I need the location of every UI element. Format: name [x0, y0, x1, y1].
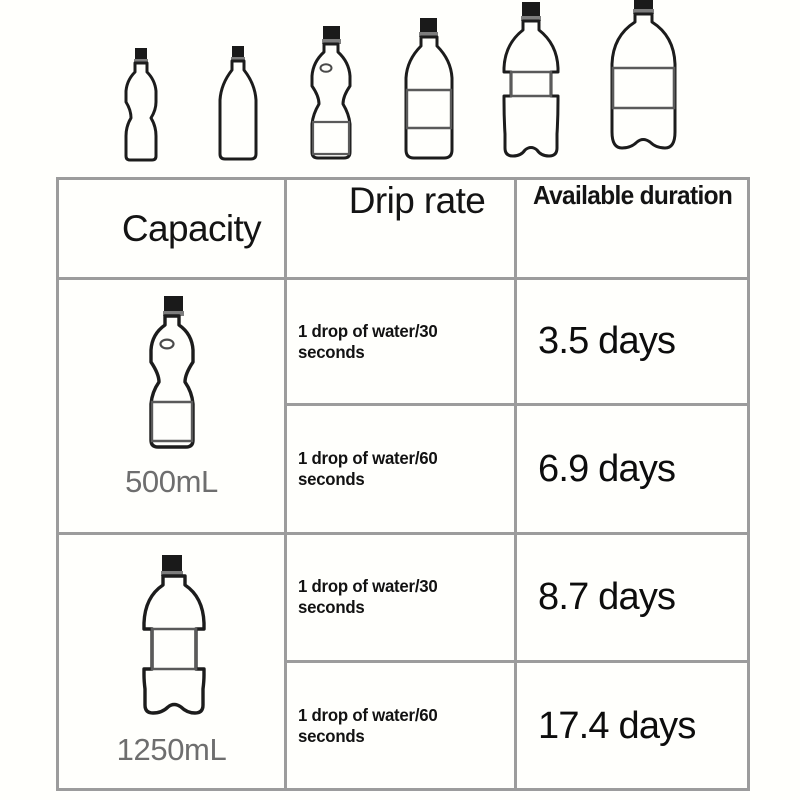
duration-cell: 8.7 days: [517, 535, 747, 663]
lineup-bottle-3-icon: [303, 24, 359, 164]
header-label-drip-rate: Drip rate: [348, 180, 486, 221]
table-row: 500mL 1 drop of water/30 seconds 1 drop …: [59, 280, 747, 535]
duration-text: 6.9 days: [538, 447, 676, 490]
drip-rate-text: 1 drop of water/30 seconds: [298, 320, 438, 362]
table-header-row: Capacity Drip rate Available duration: [59, 180, 747, 280]
drip-rate-text: 1 drop of water/60 seconds: [298, 448, 438, 489]
drip-rate-text: 1 drop of water/60 seconds: [298, 705, 438, 747]
duration-text: 3.5 days: [538, 320, 676, 362]
duration-column-1250: 8.7 days 17.4 days: [517, 535, 747, 790]
lineup-bottle-2-icon: [213, 42, 263, 164]
duration-cell: 3.5 days: [517, 280, 747, 406]
duration-text: 17.4 days: [538, 704, 696, 747]
bottle-500ml-icon: [141, 294, 203, 454]
header-cell-drip-rate: Drip rate: [287, 180, 517, 277]
capacity-label-1250: 1250mL: [116, 732, 227, 767]
header-cell-capacity: Capacity: [59, 180, 287, 277]
duration-text: 8.7 days: [538, 575, 676, 618]
drip-rate-cell: 1 drop of water/60 seconds: [287, 663, 514, 791]
drip-rate-column-500: 1 drop of water/30 seconds 1 drop of wat…: [287, 280, 517, 532]
header-label-capacity: Capacity: [121, 207, 262, 249]
lineup-bottle-4-icon: [398, 16, 460, 164]
header-cell-available-duration: Available duration: [517, 180, 747, 277]
capacity-cell-1250: 1250mL: [59, 535, 287, 790]
drip-rate-cell: 1 drop of water/60 seconds: [287, 406, 514, 532]
table-row: 1250mL 1 drop of water/30 seconds 1 drop…: [59, 535, 747, 790]
duration-column-500: 3.5 days 6.9 days: [517, 280, 747, 532]
drip-rate-text: 1 drop of water/30 seconds: [298, 576, 438, 618]
capacity-label-500: 500mL: [125, 464, 218, 499]
drip-rate-cell: 1 drop of water/30 seconds: [287, 280, 514, 406]
bottle-1250ml-icon: [133, 553, 211, 725]
specification-table: Capacity Drip rate Available duration 50…: [56, 177, 750, 791]
capacity-label-wrap-500: 500mL: [59, 464, 284, 500]
bottle-size-lineup: [0, 0, 800, 172]
capacity-cell-500: 500mL: [59, 280, 287, 532]
duration-cell: 6.9 days: [517, 406, 747, 532]
header-label-available-duration: Available duration: [533, 180, 733, 210]
lineup-bottle-1-icon: [118, 46, 164, 164]
drip-rate-cell: 1 drop of water/30 seconds: [287, 535, 514, 663]
capacity-label-wrap-1250: 1250mL: [59, 732, 284, 768]
lineup-bottle-5-icon: [495, 0, 567, 164]
lineup-bottle-6-icon: [603, 0, 685, 164]
duration-cell: 17.4 days: [517, 663, 747, 791]
drip-rate-column-1250: 1 drop of water/30 seconds 1 drop of wat…: [287, 535, 517, 790]
